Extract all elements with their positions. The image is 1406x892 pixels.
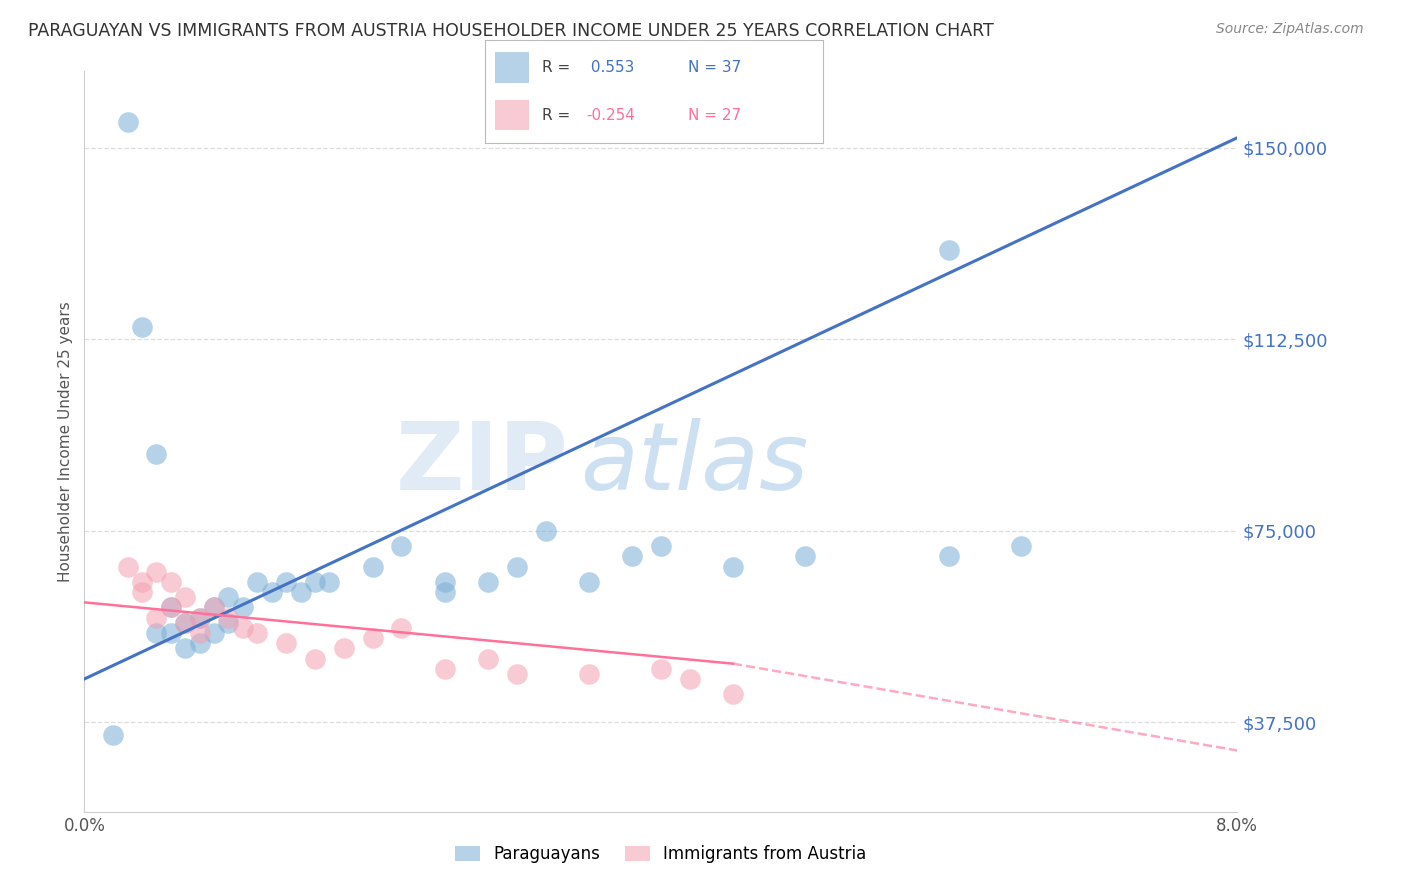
Point (145, 610, 167, 624)
Point (246, 626, 269, 640)
Point (117, 115, 139, 129)
Point (290, 585, 312, 599)
Point (276, 636, 298, 650)
Point (304, 574, 326, 589)
Point (721, 687, 744, 701)
Point (938, 243, 960, 257)
Point (304, 651, 326, 665)
Point (246, 574, 269, 589)
Point (218, 610, 240, 624)
Point (188, 610, 211, 624)
Point (131, 319, 153, 334)
Point (174, 615, 197, 630)
Point (174, 641, 197, 656)
Point (103, 728, 124, 742)
Text: R =: R = (543, 108, 575, 122)
Point (174, 615, 197, 630)
Point (477, 651, 499, 665)
Point (361, 631, 384, 645)
Point (174, 591, 197, 605)
Point (506, 559, 529, 574)
Bar (495, 100, 529, 130)
Point (188, 610, 211, 624)
Point (794, 549, 817, 564)
Text: 0.553: 0.553 (586, 61, 634, 75)
Point (938, 549, 960, 564)
Text: R =: R = (543, 61, 575, 75)
Y-axis label: Householder Income Under 25 years: Householder Income Under 25 years (58, 301, 73, 582)
Point (131, 585, 153, 599)
Point (117, 559, 139, 574)
Text: N = 37: N = 37 (688, 61, 741, 75)
Text: N = 27: N = 27 (688, 108, 741, 122)
Point (391, 621, 413, 635)
Point (160, 574, 183, 589)
Point (145, 565, 167, 579)
Point (145, 447, 167, 461)
Point (506, 666, 529, 681)
Point (202, 600, 225, 615)
Point (391, 539, 413, 553)
Point (232, 600, 254, 615)
Point (721, 559, 744, 574)
Point (679, 672, 702, 686)
Point (218, 615, 240, 630)
Point (433, 662, 456, 676)
Point (433, 585, 456, 599)
Point (534, 524, 557, 538)
Point (650, 539, 672, 553)
Point (160, 626, 183, 640)
Point (477, 574, 499, 589)
Point (433, 574, 456, 589)
Point (578, 574, 600, 589)
Bar (495, 53, 529, 83)
Text: atlas: atlas (581, 418, 808, 509)
Legend: Paraguayans, Immigrants from Austria: Paraguayans, Immigrants from Austria (449, 838, 873, 870)
Point (621, 549, 644, 564)
Point (202, 600, 225, 615)
Point (160, 600, 183, 615)
Point (131, 574, 153, 589)
Point (260, 585, 283, 599)
Point (160, 600, 183, 615)
Point (202, 626, 225, 640)
Point (188, 626, 211, 640)
Text: ZIP: ZIP (395, 417, 568, 509)
Point (1010, 539, 1032, 553)
Point (145, 626, 167, 640)
Point (188, 636, 211, 650)
Point (276, 574, 298, 589)
Point (578, 666, 600, 681)
Point (361, 559, 384, 574)
Point (333, 641, 356, 656)
Point (232, 621, 254, 635)
Text: Source: ZipAtlas.com: Source: ZipAtlas.com (1216, 22, 1364, 37)
Text: PARAGUAYAN VS IMMIGRANTS FROM AUSTRIA HOUSEHOLDER INCOME UNDER 25 YEARS CORRELAT: PARAGUAYAN VS IMMIGRANTS FROM AUSTRIA HO… (28, 22, 994, 40)
Point (318, 574, 340, 589)
Text: -0.254: -0.254 (586, 108, 636, 122)
Point (650, 662, 672, 676)
Point (218, 591, 240, 605)
